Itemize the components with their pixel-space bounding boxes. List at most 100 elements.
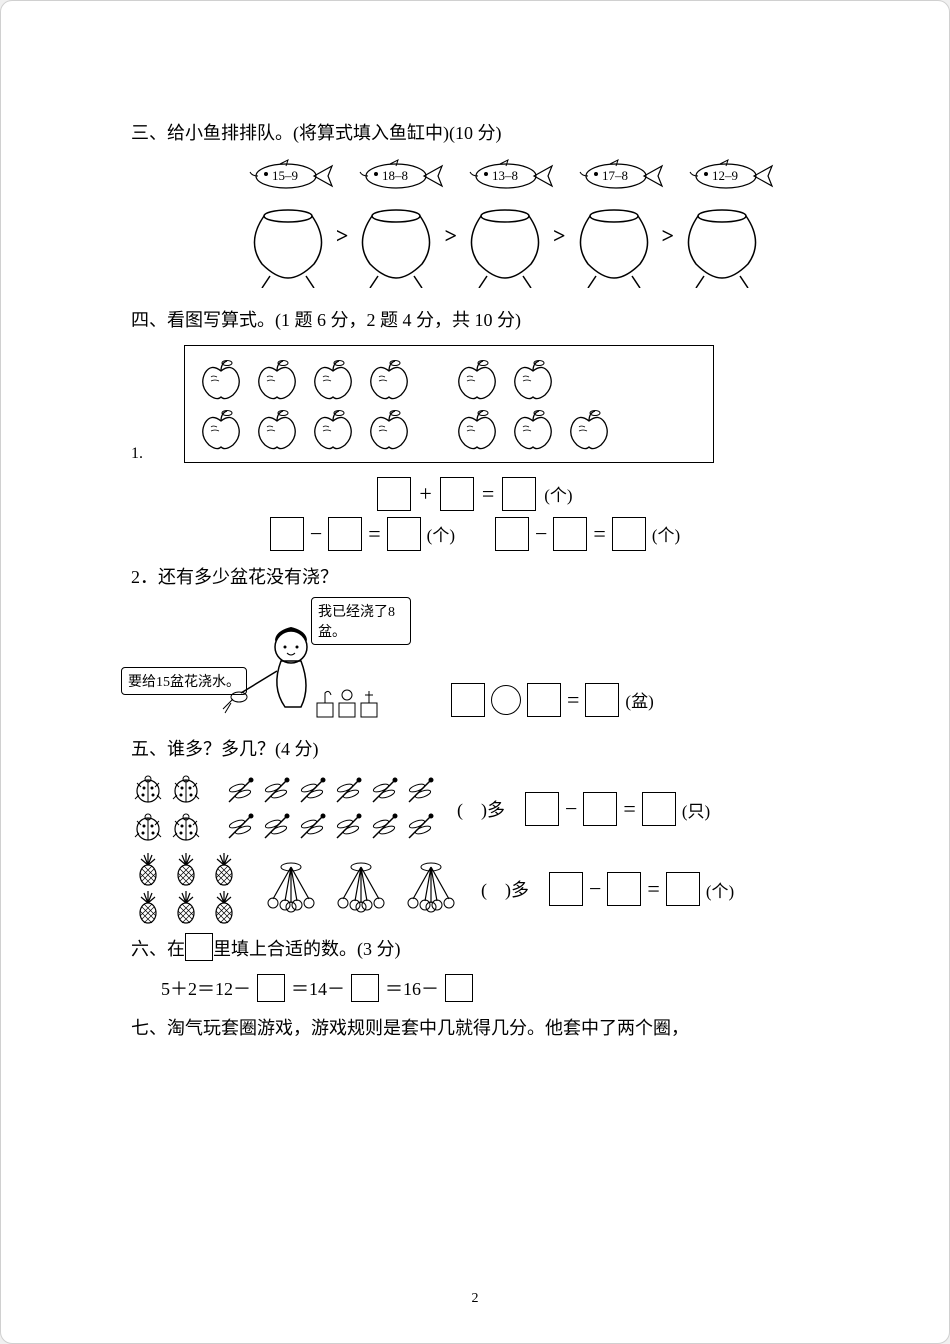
answer-box[interactable] [451,683,485,717]
answer-box[interactable] [525,792,559,826]
q4-apple-frame [184,345,714,463]
answer-box[interactable] [270,517,304,551]
q6-title-pre: 六、在 [131,939,185,959]
unit-label: (个) [544,481,572,506]
dragonfly-icon [367,774,401,808]
apple-icon [565,407,613,451]
pineapple-group [131,853,241,925]
dragonfly-icon [403,810,437,844]
q6-expr-a: 5＋2＝12－ [161,975,251,1001]
box-icon [185,933,213,961]
answer-box[interactable] [328,517,362,551]
minus-op: − [310,521,322,547]
fishbowl-icon[interactable] [348,202,444,288]
answer-box[interactable] [642,792,676,826]
dragonfly-icon [259,810,293,844]
fish-label: 15–9 [272,168,298,184]
apple-icon [453,357,501,401]
pineapple-icon [169,891,203,925]
answer-box[interactable] [553,517,587,551]
fishbowl-icon[interactable] [457,202,553,288]
dragonfly-icon [403,774,437,808]
dragonfly-icon [259,774,293,808]
answer-box[interactable] [257,974,285,1002]
unit-label: (个) [427,521,455,546]
eq-op: = [368,521,380,547]
pineapple-icon [207,891,241,925]
q6-title-post: 里填上合适的数。(3 分) [213,939,401,959]
apple-group-left [197,357,413,451]
answer-box[interactable] [387,517,421,551]
apple-icon [509,407,557,451]
pineapple-icon [131,853,165,887]
dragonfly-icon [367,810,401,844]
answer-box[interactable] [495,517,529,551]
unit-label: (个) [706,877,734,902]
answer-box[interactable] [440,477,474,511]
fish-icon: 18–8 [354,158,446,194]
fishbowl-icon[interactable] [240,202,336,288]
cherry-cluster-icon [331,859,391,919]
unit-label: (只) [682,797,710,822]
fishbowl-icon[interactable] [674,202,770,288]
q4-p2-title: 2．还有多少盆花没有浇？ [131,563,819,589]
q4-p2-text: 还有多少盆花没有浇？ [158,567,338,587]
dragonfly-icon [331,810,365,844]
ladybug-icon [131,811,165,845]
pineapple-icon [131,891,165,925]
q3-title: 三、给小鱼排排队。(将算式填入鱼缸中)(10 分) [131,119,819,148]
q7-title: 七、淘气玩套圈游戏，游戏规则是套中几就得几分。他套中了两个圈， [131,1014,819,1043]
worksheet-page: 三、给小鱼排排队。(将算式填入鱼缸中)(10 分) 15–9 18–8 13–8… [0,0,950,1344]
q6-title: 六、在 里填上合适的数。(3 分) [131,933,819,964]
paren-blank[interactable]: ( )多 [481,876,529,902]
unit-label: (盆) [625,687,653,712]
dragonfly-icon [331,774,365,808]
fish-icon: 12–9 [684,158,776,194]
ladybug-group [131,773,203,845]
paren-blank[interactable]: ( )多 [457,796,505,822]
q5-row-2: ( )多 − = (个) [131,853,819,925]
answer-box[interactable] [351,974,379,1002]
fishbowl-icon[interactable] [566,202,662,288]
fish-label: 12–9 [712,168,738,184]
fish-label: 13–8 [492,168,518,184]
apple-icon [309,357,357,401]
operator-circle[interactable] [491,685,521,715]
answer-box[interactable] [549,872,583,906]
apple-icon [453,407,501,451]
q5-title: 五、谁多？多几？(4 分) [131,735,819,764]
answer-box[interactable] [612,517,646,551]
ladybug-icon [169,811,203,845]
dragonfly-icon [223,810,257,844]
plus-op: + [419,481,431,507]
answer-box[interactable] [585,683,619,717]
eq-op: = [647,876,659,902]
page-number: 2 [472,1291,479,1307]
answer-box[interactable] [527,683,561,717]
q3-bowl-row: > > > > [191,202,819,288]
eq-op: = [623,796,635,822]
dragonfly-group [223,774,437,844]
unit-label: (个) [652,521,680,546]
cherry-cluster-icon [261,859,321,919]
apple-icon [365,357,413,401]
girl-watering-icon: 我已经浇了8盆。 要给15盆花浇水。 [131,597,411,727]
cherry-group [261,859,461,919]
answer-box[interactable] [583,792,617,826]
q5-row-1: ( )多 − = (只) [131,773,819,845]
answer-box[interactable] [445,974,473,1002]
fish-icon: 13–8 [464,158,556,194]
answer-box[interactable] [502,477,536,511]
q6-expr-b: ＝14－ [291,975,345,1001]
fish-label: 18–8 [382,168,408,184]
eq-op: = [482,481,494,507]
apple-icon [309,407,357,451]
greater-than: > [553,223,566,267]
answer-box[interactable] [666,872,700,906]
apple-icon [197,407,245,451]
apple-icon [365,407,413,451]
answer-box[interactable] [377,477,411,511]
dragonfly-icon [295,810,329,844]
answer-box[interactable] [607,872,641,906]
greater-than: > [336,223,349,267]
